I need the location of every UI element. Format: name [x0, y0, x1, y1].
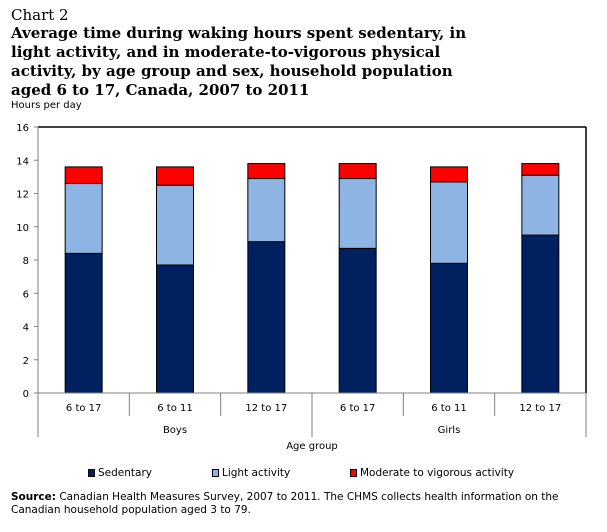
y-tick-label: 0 [23, 389, 29, 400]
bar-segment-light-activity [247, 178, 286, 243]
y-tick-label: 16 [16, 123, 29, 134]
legend-item-mvpa: Moderate to vigorous activity [350, 467, 514, 479]
y-tick-label: 4 [23, 323, 29, 334]
legend-label: Moderate to vigorous activity [360, 467, 515, 479]
bar-segment-moderate-to-vigorous-activity [247, 163, 286, 180]
x-group-label: Boys [163, 425, 187, 436]
y-tick-label: 10 [16, 223, 29, 234]
legend-item-sedentary: Sedentary [88, 467, 152, 479]
bar-segment-sedentary [338, 247, 377, 394]
x-tick-label: 6 to 17 [66, 403, 101, 414]
x-tick-label: 6 to 11 [157, 403, 192, 414]
y-tick-label: 12 [16, 190, 29, 201]
bar-segment-moderate-to-vigorous-activity [430, 166, 468, 183]
x-tick-label: 12 to 17 [245, 403, 287, 414]
bar-segment-moderate-to-vigorous-activity [338, 163, 377, 180]
chart-title: Average time during waking hours spent s… [11, 24, 467, 99]
bar-segment-light-activity [430, 181, 468, 264]
legend-swatch-light-activity [212, 469, 219, 477]
legend-label: Light activity [222, 467, 291, 479]
stacked-bar-chart: 0 2 4 6 8 10 12 14 16 6 to 17 6 to 11 12 to 17 6 to … [16, 123, 587, 452]
bar-segment-moderate-to-vigorous-activity [64, 166, 103, 185]
source-label: Source: [11, 491, 56, 503]
x-tick-label: 6 to 17 [340, 403, 375, 414]
bar-segment-sedentary [156, 264, 194, 394]
bar-segment-sedentary [247, 241, 286, 394]
y-tick-label: 6 [23, 289, 29, 300]
bar-segment-sedentary [521, 234, 560, 394]
y-tick-label: 8 [23, 256, 29, 267]
legend-swatch-sedentary [88, 469, 95, 477]
source-text: Canadian Health Measures Survey, 2007 to… [11, 491, 559, 516]
bar-segment-moderate-to-vigorous-activity [156, 166, 194, 186]
bar-segment-light-activity [64, 183, 103, 254]
legend-label: Sedentary [98, 467, 152, 479]
x-group-label: Girls [438, 425, 461, 436]
bar-segment-light-activity [521, 174, 560, 236]
x-axis-title: Age group [286, 441, 338, 452]
bar-segment-light-activity [338, 178, 377, 249]
y-tick-label: 14 [16, 156, 29, 167]
legend-item-light-activity: Light activity [212, 467, 290, 479]
x-tick-label: 12 to 17 [519, 403, 561, 414]
legend-swatch-mvpa [350, 469, 357, 477]
y-tick-label: 2 [23, 356, 29, 367]
x-tick-label: 6 to 11 [431, 403, 466, 414]
bar-segment-sedentary [64, 252, 103, 394]
bar-segment-light-activity [156, 184, 194, 266]
bar-segment-moderate-to-vigorous-activity [521, 163, 560, 176]
source-note: Source: Canadian Health Measures Survey,… [11, 491, 601, 517]
chart-number: Chart 2 [11, 6, 69, 24]
y-axis-unit-label: Hours per day [11, 100, 82, 111]
bar-segment-sedentary [430, 262, 468, 394]
